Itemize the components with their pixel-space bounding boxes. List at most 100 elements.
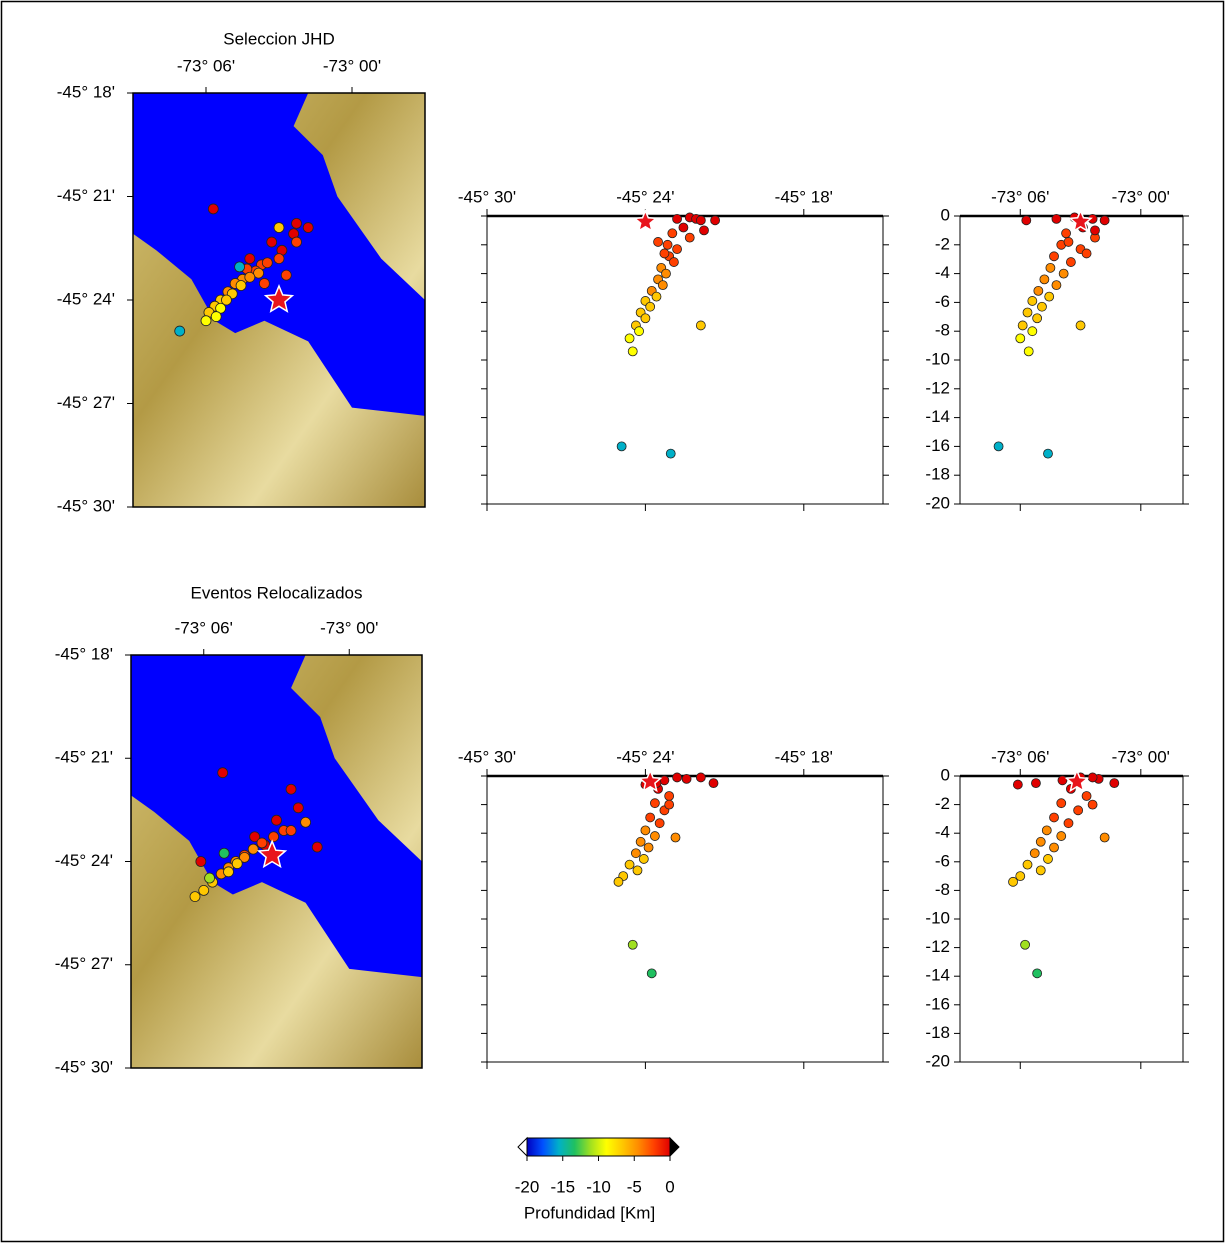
event	[631, 849, 640, 858]
event	[232, 859, 242, 869]
event	[218, 768, 228, 778]
event	[673, 214, 682, 223]
event	[286, 826, 296, 836]
event	[292, 237, 302, 247]
event	[665, 792, 674, 801]
event	[655, 819, 664, 828]
event	[286, 784, 296, 794]
event	[1088, 773, 1097, 782]
event	[685, 233, 694, 242]
event	[219, 848, 229, 858]
x-tick-label: -45° 24'	[616, 747, 674, 766]
event	[654, 237, 663, 246]
event	[1030, 849, 1039, 858]
event	[1050, 813, 1059, 822]
event	[201, 316, 211, 326]
figure: Seleccion JHD -73° 06' -73° 00' -45° 18' -45…	[0, 0, 1225, 1243]
event	[1034, 286, 1043, 295]
y-tick-label: 0	[941, 205, 950, 224]
event	[1052, 281, 1061, 290]
event	[303, 223, 313, 233]
event	[661, 269, 670, 278]
colorbar	[527, 1138, 670, 1156]
event	[245, 272, 255, 282]
lat-section-frame	[487, 216, 883, 504]
y-tick-label: -45° 24'	[55, 851, 113, 870]
event	[1100, 833, 1109, 842]
event	[625, 334, 634, 343]
event	[625, 860, 634, 869]
event	[199, 885, 209, 895]
y-tick-label: -10	[925, 349, 950, 368]
event	[301, 817, 311, 827]
event	[211, 312, 221, 322]
x-tick-label: -45° 30'	[458, 187, 516, 206]
colorbar-tick-label: -5	[627, 1177, 642, 1196]
event	[617, 442, 626, 451]
y-tick-label: -16	[925, 436, 950, 455]
event	[663, 240, 672, 249]
event	[1023, 860, 1032, 869]
event	[1023, 308, 1032, 317]
event	[647, 969, 656, 978]
event	[628, 940, 637, 949]
y-tick-label: -18	[925, 465, 950, 484]
event	[1028, 296, 1037, 305]
event	[1058, 776, 1067, 785]
colorbar-tick-label: 0	[665, 1177, 674, 1196]
x-tick-label: -73° 06'	[177, 56, 235, 75]
event	[1110, 779, 1119, 788]
event	[673, 245, 682, 254]
event	[644, 843, 653, 852]
mainshock	[635, 211, 656, 231]
y-tick-label: -45° 18'	[55, 644, 113, 663]
y-tick-label: -2	[935, 794, 950, 813]
event	[1021, 940, 1030, 949]
event	[312, 842, 322, 852]
event	[994, 442, 1003, 451]
y-tick-label: -45° 27'	[55, 954, 113, 973]
y-tick-label: -45° 21'	[55, 748, 113, 767]
event	[1016, 334, 1025, 343]
event	[1031, 779, 1040, 788]
panel-title: Seleccion JHD	[223, 29, 335, 48]
event	[636, 837, 645, 846]
event	[1046, 263, 1055, 272]
x-tick-label: -73° 00'	[323, 56, 381, 75]
x-tick-label: -45° 30'	[458, 747, 516, 766]
lon-section-frame	[960, 776, 1183, 1062]
event	[1057, 832, 1066, 841]
colorbar-tick-label: -20	[515, 1177, 540, 1196]
y-tick-label: -12	[925, 378, 950, 397]
event	[257, 838, 267, 848]
event	[1033, 314, 1042, 323]
x-tick-label: -45° 18'	[775, 187, 833, 206]
y-tick-label: -6	[935, 292, 950, 311]
event	[248, 844, 258, 854]
lat-section-frame	[487, 776, 883, 1062]
event	[281, 270, 291, 280]
x-tick-label: -45° 24'	[616, 187, 674, 206]
y-tick-label: -4	[935, 823, 950, 842]
event	[1066, 258, 1075, 267]
y-tick-label: -45° 30'	[57, 496, 115, 515]
colorbar-label: Profundidad [Km]	[524, 1203, 655, 1222]
event	[682, 774, 691, 783]
event	[1036, 866, 1045, 875]
y-tick-label: -8	[935, 321, 950, 340]
event	[1091, 226, 1100, 235]
y-tick-label: -4	[935, 263, 950, 282]
event	[1018, 321, 1027, 330]
event	[633, 866, 642, 875]
y-tick-label: -10	[925, 908, 950, 927]
y-tick-label: -45° 18'	[57, 82, 115, 101]
event	[669, 258, 678, 267]
event	[1050, 843, 1059, 852]
event	[665, 800, 674, 809]
event	[259, 278, 269, 288]
event	[1013, 780, 1022, 789]
event	[1042, 826, 1051, 835]
panel-title: Eventos Relocalizados	[191, 583, 363, 602]
event	[1057, 799, 1066, 808]
y-tick-label: -18	[925, 1023, 950, 1042]
